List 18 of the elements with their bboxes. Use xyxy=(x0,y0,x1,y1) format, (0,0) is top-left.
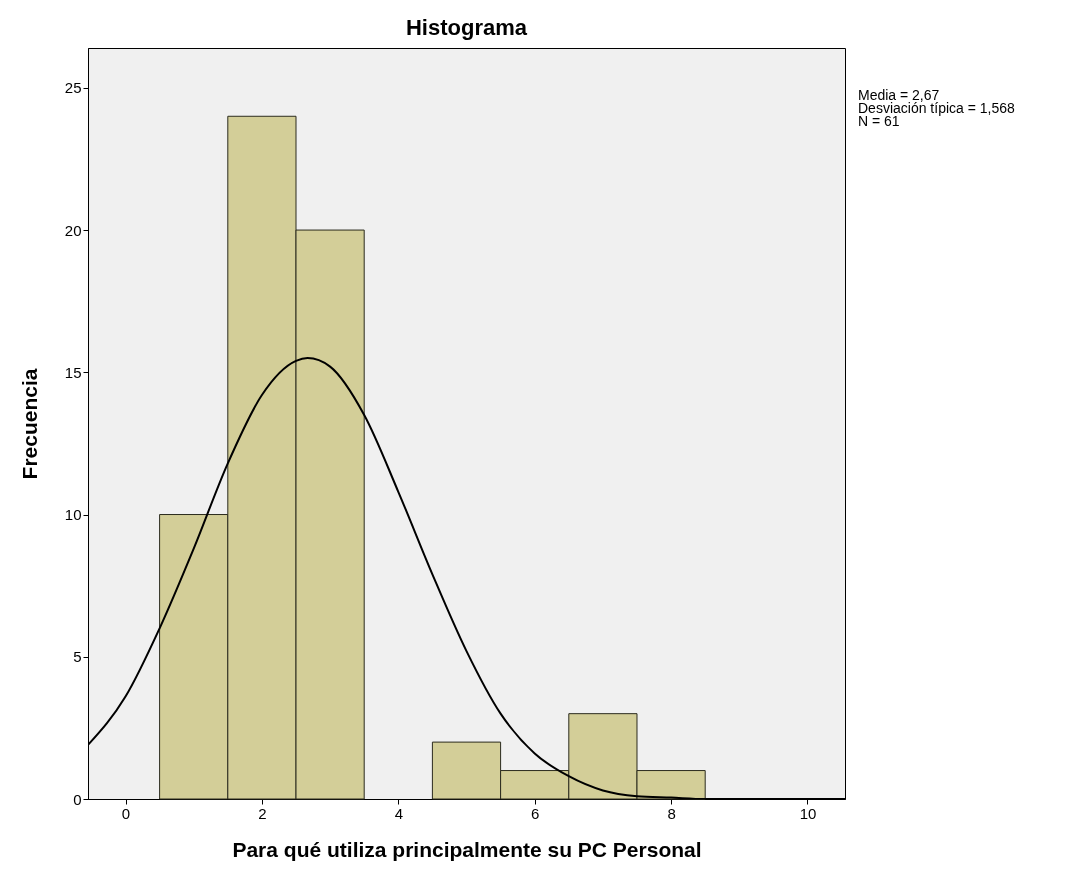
chart-title: Histograma xyxy=(405,15,528,40)
y-tick-label: 25 xyxy=(64,79,82,97)
x-tick-label: 2 xyxy=(258,804,267,822)
x-tick-label: 8 xyxy=(667,804,676,822)
y-tick-label: 0 xyxy=(73,790,82,808)
y-tick-label: 20 xyxy=(64,221,82,239)
y-tick-label: 10 xyxy=(64,506,82,524)
y-axis-title: Frecuencia xyxy=(17,368,41,480)
x-tick-label: 4 xyxy=(394,804,403,822)
y-tick-label: 5 xyxy=(73,648,82,666)
x-tick-label: 10 xyxy=(799,804,817,822)
x-tick-label: 6 xyxy=(531,804,540,822)
y-tick-label: 15 xyxy=(64,363,82,381)
text: N = 61 xyxy=(858,113,901,129)
text: Desviación típica = 1,568 xyxy=(858,100,1015,116)
text: Media = 2,67 xyxy=(858,87,940,103)
x-axis-title: Para qué utiliza principalmente su PC Personal xyxy=(232,837,702,861)
x-tick-label: 0 xyxy=(121,804,131,822)
